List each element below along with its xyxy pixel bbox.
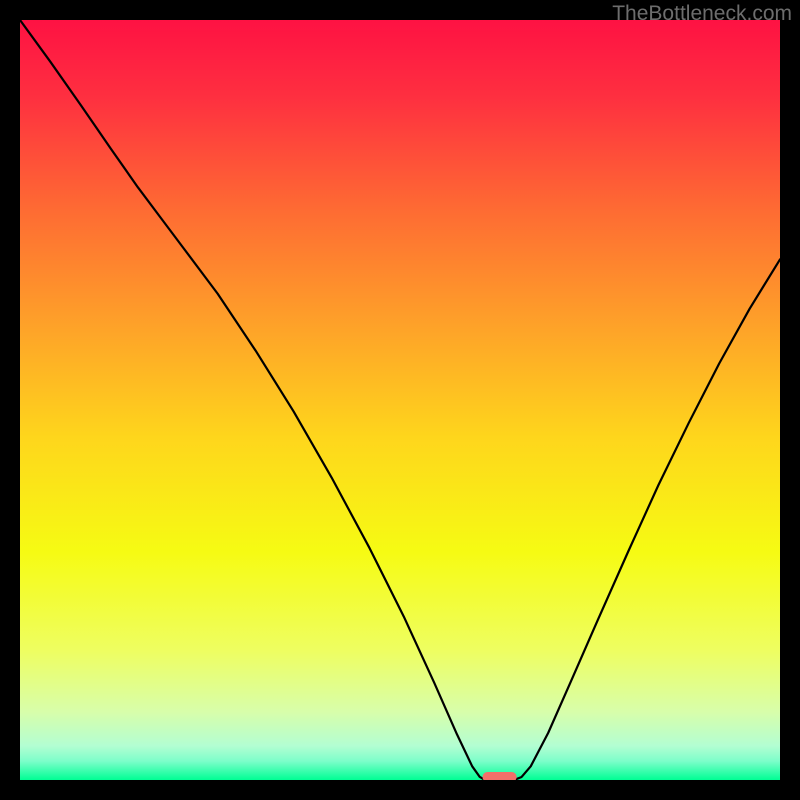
watermark-label: TheBottleneck.com bbox=[612, 2, 792, 26]
chart-container: TheBottleneck.com bbox=[0, 0, 800, 800]
chart-plot-area bbox=[20, 20, 780, 780]
optimal-marker bbox=[482, 772, 516, 780]
gradient-background bbox=[20, 20, 780, 780]
